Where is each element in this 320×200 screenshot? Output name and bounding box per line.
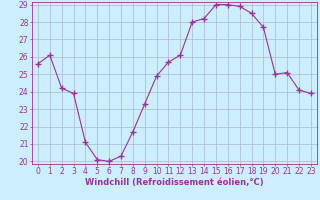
X-axis label: Windchill (Refroidissement éolien,°C): Windchill (Refroidissement éolien,°C) <box>85 178 264 187</box>
